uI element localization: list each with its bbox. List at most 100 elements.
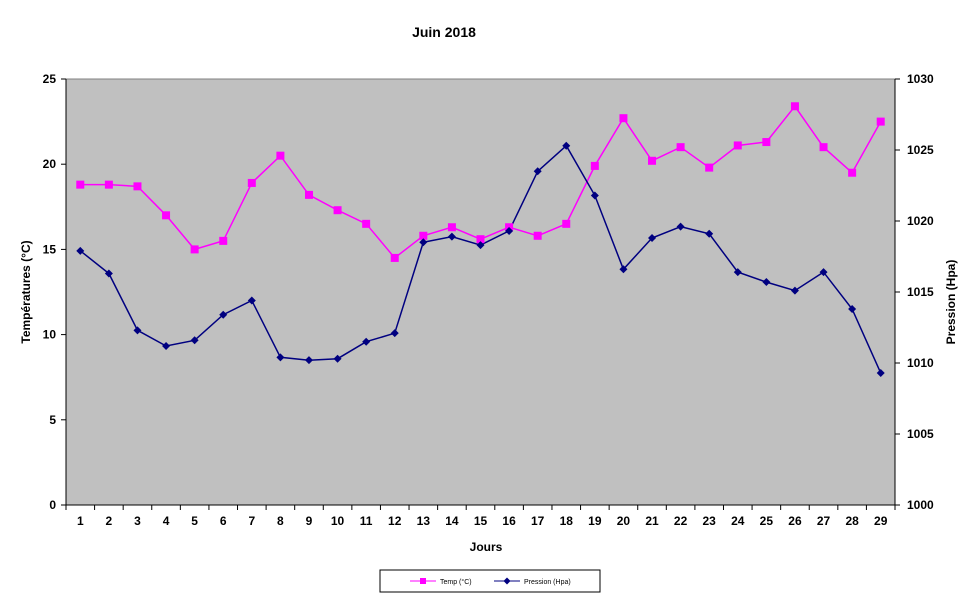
pressure-point [676, 222, 685, 231]
x-tick-label: 11 [360, 514, 373, 528]
temp-point [876, 117, 885, 126]
legend-label-pressure: Pression (Hpa) [524, 579, 571, 586]
pressure-point [219, 310, 228, 319]
x-tick-label: 17 [531, 514, 545, 528]
y-axis-right-title: Pression (Hpa) [944, 260, 958, 345]
x-tick-label: 5 [191, 514, 198, 528]
legend-marker-pressure [503, 577, 511, 585]
pressure-point [705, 229, 714, 238]
x-tick-label: 29 [874, 514, 888, 528]
pressure-point [733, 268, 742, 277]
temp-point [104, 180, 113, 189]
x-tick-label: 10 [331, 514, 345, 528]
x-tick-label: 19 [588, 514, 602, 528]
series-markers [76, 102, 885, 377]
temp-point [76, 180, 85, 189]
x-tick-label: 3 [134, 514, 141, 528]
legend-marker-temp [420, 578, 426, 584]
temp-point [533, 231, 542, 240]
pressure-point [790, 286, 799, 295]
legend: Temp (°C) Pression (Hpa) [379, 569, 601, 593]
x-tick-label: 23 [703, 514, 717, 528]
pressure-point [476, 241, 485, 250]
y-right-tick-label: 1025 [907, 143, 934, 157]
pressure-point [276, 353, 285, 362]
pressure-point [848, 305, 857, 314]
temp-point [190, 245, 199, 254]
y-right-tick-label: 1030 [907, 72, 934, 86]
x-tick-label: 12 [388, 514, 402, 528]
x-tick-label: 26 [788, 514, 802, 528]
pressure-point [362, 337, 371, 346]
y-right-tick-label: 1010 [907, 356, 934, 370]
temp-point [476, 235, 485, 244]
y-right-tick-label: 1005 [907, 427, 934, 441]
pressure-point [390, 329, 399, 338]
y-axis-left-title: Températures (°C) [19, 240, 33, 343]
x-tick-label: 13 [417, 514, 431, 528]
temp-point [162, 211, 171, 220]
x-tick-label: 7 [248, 514, 255, 528]
pressure-point [162, 341, 171, 350]
y-left-tick-label: 20 [43, 157, 57, 171]
temp-point [648, 156, 657, 165]
temp-point [219, 236, 228, 245]
legend-box [379, 569, 601, 593]
pressure-point [304, 356, 313, 365]
y-left-tick-label: 10 [43, 328, 57, 342]
temp-point [247, 178, 256, 187]
x-tick-label: 1 [77, 514, 84, 528]
legend-label-temp: Temp (°C) [440, 578, 472, 586]
x-tick-label: 9 [306, 514, 313, 528]
temp-point [733, 141, 742, 150]
x-tick-label: 4 [163, 514, 170, 528]
x-tick-label: 18 [560, 514, 574, 528]
axes [61, 78, 900, 510]
temp-point [819, 143, 828, 152]
temp-point [705, 163, 714, 172]
temp-point [333, 206, 342, 215]
pressure-point [619, 265, 628, 274]
x-tick-label: 27 [817, 514, 831, 528]
temp-point [619, 114, 628, 123]
x-tick-label: 16 [502, 514, 516, 528]
temp-point [676, 143, 685, 152]
temp-point [133, 182, 142, 191]
y-right-tick-label: 1015 [907, 285, 934, 299]
x-tick-label: 24 [731, 514, 745, 528]
pressure-point [876, 368, 885, 377]
temp-point [590, 161, 599, 170]
pressure-point [104, 269, 113, 278]
x-tick-label: 20 [617, 514, 631, 528]
y-right-tick-label: 1020 [907, 214, 934, 228]
x-tick-label: 22 [674, 514, 688, 528]
x-tick-label: 6 [220, 514, 227, 528]
chart-title: Juin 2018 [412, 24, 476, 40]
x-tick-label: 25 [760, 514, 774, 528]
pressure-point [76, 246, 85, 255]
pressure-point [562, 141, 571, 150]
y-left-tick-label: 15 [43, 242, 57, 256]
pressure-point [819, 268, 828, 277]
y-right-tick-label: 1000 [907, 498, 934, 512]
pressure-point [419, 238, 428, 247]
x-axis-title: Jours [470, 540, 503, 554]
pressure-point [590, 191, 599, 200]
x-tick-label: 14 [445, 514, 459, 528]
temp-point [562, 219, 571, 228]
y-left-tick-label: 25 [43, 72, 57, 86]
x-tick-label: 15 [474, 514, 488, 528]
temp-point [390, 253, 399, 262]
temp-point [447, 223, 456, 232]
x-tick-label: 21 [645, 514, 659, 528]
y-left-tick-label: 5 [49, 413, 56, 427]
pressure-point [133, 326, 142, 335]
temp-point [304, 190, 313, 199]
temp-point [848, 168, 857, 177]
pressure-point [190, 336, 199, 345]
pressure-point [333, 354, 342, 363]
x-tick-label: 28 [845, 514, 859, 528]
pressure-point [247, 296, 256, 305]
